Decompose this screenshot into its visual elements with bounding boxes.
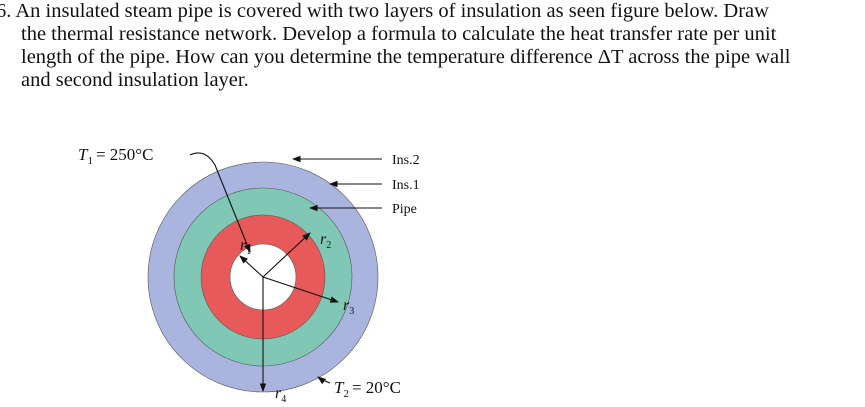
radius-label: r4	[275, 385, 286, 405]
question-line: and second insulation layer.	[21, 69, 249, 91]
t1-label: T1 = 250°C	[78, 145, 153, 167]
t2-label: T2 = 20°C	[334, 378, 401, 400]
question-line: the thermal resistance network. Develop …	[21, 23, 777, 45]
arrow	[317, 376, 331, 385]
layer-label: Pipe	[392, 202, 417, 217]
arrow	[189, 152, 251, 254]
layer-label: Ins.1	[392, 178, 420, 193]
arrow	[239, 255, 264, 278]
question-line: 6. An insulated steam pipe is covered wi…	[0, 0, 769, 22]
radius-label: r2	[320, 231, 331, 251]
radius-label: r3	[343, 297, 354, 317]
radius-label: r1	[240, 237, 251, 257]
question-line: length of the pipe. How can you determin…	[21, 46, 791, 68]
arrow	[262, 232, 311, 278]
layer-label: Ins.2	[392, 153, 420, 168]
arrow	[262, 276, 340, 303]
